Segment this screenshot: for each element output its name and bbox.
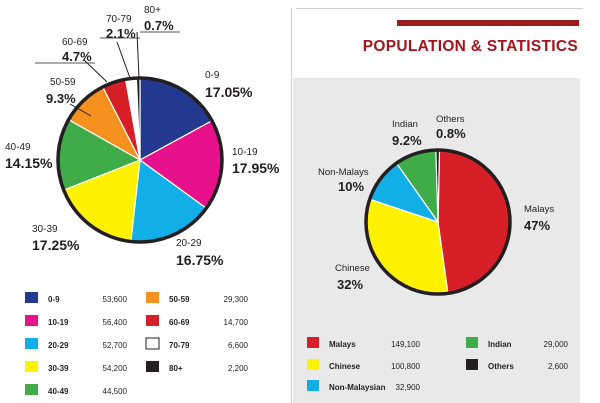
age-legend-value-7: 6,600 — [228, 341, 249, 350]
age-slice-percent-8: 0.7% — [144, 18, 174, 33]
age-slice-label-2: 20-29 — [176, 238, 202, 249]
eth-slice-0 — [437, 149, 511, 294]
age-slice-percent-5: 9.3% — [46, 91, 76, 106]
age-slice-percent-4: 14.15% — [5, 155, 53, 171]
eth-legend-swatch-3 — [466, 337, 478, 348]
age-legend-swatch-0 — [25, 292, 38, 303]
eth-legend-swatch-1 — [307, 359, 319, 370]
eth-slice-label-3: Indian — [392, 119, 418, 130]
age-slice-label-3: 30-39 — [32, 224, 58, 235]
age-legend-value-4: 44,500 — [103, 387, 128, 396]
age-leader-7 — [116, 41, 131, 79]
age-legend-label-7: 70-79 — [169, 341, 190, 350]
age-legend-value-2: 52,700 — [103, 341, 128, 350]
title-accent-bar — [397, 20, 579, 26]
age-slice-label-8: 80+ — [144, 5, 161, 16]
eth-slice-percent-4: 0.8% — [436, 126, 466, 141]
eth-legend-value-0: 149,100 — [391, 340, 420, 349]
panel-divider — [291, 8, 292, 403]
eth-legend-label-2: Non-Malaysian — [329, 383, 386, 392]
eth-legend-label-1: Chinese — [329, 362, 361, 371]
age-slice-label-7: 70-79 — [106, 14, 132, 25]
age-legend-label-0: 0-9 — [48, 295, 60, 304]
age-slice-label-5: 50-59 — [50, 77, 76, 88]
eth-legend-value-1: 100,800 — [391, 362, 420, 371]
age-legend-label-8: 80+ — [169, 364, 183, 373]
age-slice-percent-1: 17.95% — [232, 160, 280, 176]
eth-legend-value-4: 2,600 — [548, 362, 569, 371]
age-legend-value-3: 54,200 — [103, 364, 128, 373]
page-title: POPULATION & STATISTICS — [362, 38, 578, 55]
age-legend-swatch-3 — [25, 361, 38, 372]
age-slice-percent-7: 2.1% — [106, 26, 136, 41]
age-slice-percent-3: 17.25% — [32, 237, 80, 253]
age-leader-5 — [69, 103, 92, 117]
eth-pie-outline — [364, 148, 512, 296]
eth-slice-percent-1: 32% — [337, 277, 363, 292]
eth-slice-label-4: Others — [436, 114, 465, 125]
age-slice-label-1: 10-19 — [232, 147, 258, 158]
age-leader-6 — [83, 59, 108, 83]
eth-slice-percent-3: 9.2% — [392, 133, 422, 148]
age-slice-label-4: 40-49 — [5, 142, 31, 153]
age-legend-swatch-8 — [146, 361, 159, 372]
top-rule — [296, 8, 583, 9]
eth-slice-percent-2: 10% — [338, 179, 364, 194]
age-pie-outline — [56, 76, 224, 244]
age-legend-label-4: 40-49 — [48, 387, 69, 396]
eth-legend-swatch-0 — [307, 337, 319, 348]
eth-slice-label-0: Malays — [524, 204, 554, 215]
age-legend-label-3: 30-39 — [48, 364, 69, 373]
age-legend-label-1: 10-19 — [48, 318, 69, 327]
eth-slice-percent-0: 47% — [524, 218, 550, 233]
age-legend-swatch-5 — [146, 292, 159, 303]
eth-legend-label-4: Others — [488, 362, 514, 371]
age-legend-value-1: 56,400 — [103, 318, 128, 327]
eth-slice-label-2: Non-Malays — [318, 167, 369, 178]
age-leader-8 — [136, 31, 140, 79]
age-legend-value-5: 29,300 — [224, 295, 249, 304]
age-slice-label-6: 60-69 — [62, 37, 88, 48]
age-slice-percent-6: 4.7% — [62, 49, 92, 64]
age-legend-label-2: 20-29 — [48, 341, 69, 350]
age-legend-label-5: 50-59 — [169, 295, 190, 304]
age-legend-value-8: 2,200 — [228, 364, 249, 373]
age-legend-value-0: 53,600 — [103, 295, 128, 304]
age-slice-label-0: 0-9 — [205, 70, 220, 81]
age-legend-swatch-1 — [25, 315, 38, 326]
age-legend-value-6: 14,700 — [224, 318, 249, 327]
eth-legend-value-3: 29,000 — [544, 340, 569, 349]
age-legend-swatch-6 — [146, 315, 159, 326]
age-legend-label-6: 60-69 — [169, 318, 190, 327]
age-slice-percent-0: 17.05% — [205, 84, 253, 100]
eth-legend-label-0: Malays — [329, 340, 356, 349]
age-slice-percent-2: 16.75% — [176, 252, 224, 268]
eth-legend-label-3: Indian — [488, 340, 512, 349]
eth-legend-swatch-2 — [307, 380, 319, 391]
age-legend-swatch-7 — [145, 337, 160, 350]
age-legend-swatch-4 — [25, 384, 38, 395]
eth-legend-value-2: 32,900 — [396, 383, 421, 392]
eth-slice-label-1: Chinese — [335, 263, 370, 274]
eth-legend-swatch-4 — [466, 359, 478, 370]
age-legend-swatch-2 — [25, 338, 38, 349]
